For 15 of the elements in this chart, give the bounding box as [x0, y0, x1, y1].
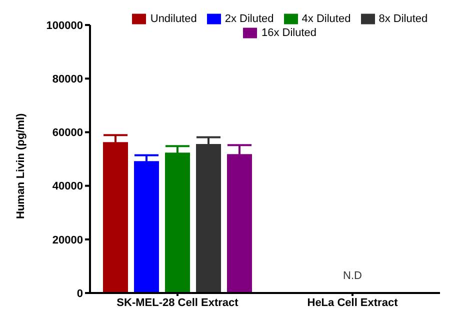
legend-label: Undiluted	[150, 13, 197, 25]
y-tick-label: 100000	[46, 20, 83, 32]
legend-label: 8x Diluted	[378, 13, 428, 25]
y-axis-title: Human Livin (pg/ml)	[14, 112, 27, 219]
legend-label: 2x Diluted	[224, 13, 274, 25]
legend-label: 4x Diluted	[302, 13, 351, 25]
y-tick-label: 80000	[52, 74, 83, 86]
annotation: N.D	[343, 270, 362, 282]
x-tick-label: SK-MEL-28 Cell Extract	[116, 296, 239, 309]
y-tick-label: 40000	[52, 180, 83, 193]
x-tick-label: HeLa Cell Extract	[307, 296, 398, 309]
y-tick-label: 20000	[52, 234, 83, 246]
legend-label: 16x Diluted	[261, 27, 317, 40]
y-tick-label: 60000	[52, 127, 83, 140]
y-tick-label: 0	[76, 288, 83, 300]
